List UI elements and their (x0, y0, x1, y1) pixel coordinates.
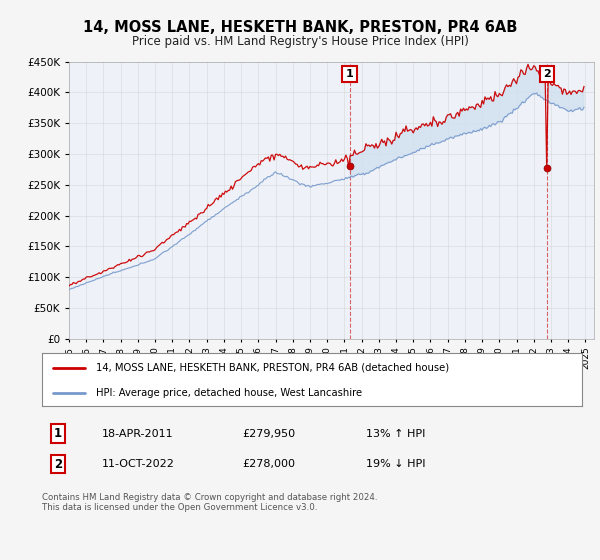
Text: £278,000: £278,000 (242, 459, 295, 469)
Text: 13% ↑ HPI: 13% ↑ HPI (366, 429, 425, 439)
Text: 1: 1 (54, 427, 62, 440)
Text: 14, MOSS LANE, HESKETH BANK, PRESTON, PR4 6AB (detached house): 14, MOSS LANE, HESKETH BANK, PRESTON, PR… (96, 363, 449, 373)
Text: Price paid vs. HM Land Registry's House Price Index (HPI): Price paid vs. HM Land Registry's House … (131, 35, 469, 48)
Text: £279,950: £279,950 (242, 429, 295, 439)
Text: Contains HM Land Registry data © Crown copyright and database right 2024.
This d: Contains HM Land Registry data © Crown c… (42, 493, 377, 512)
Text: 14, MOSS LANE, HESKETH BANK, PRESTON, PR4 6AB: 14, MOSS LANE, HESKETH BANK, PRESTON, PR… (83, 20, 517, 35)
Text: 1: 1 (346, 69, 353, 79)
Text: 18-APR-2011: 18-APR-2011 (101, 429, 173, 439)
Text: 2: 2 (544, 69, 551, 79)
Text: 2: 2 (54, 458, 62, 470)
Text: HPI: Average price, detached house, West Lancashire: HPI: Average price, detached house, West… (96, 388, 362, 398)
Text: 11-OCT-2022: 11-OCT-2022 (101, 459, 174, 469)
Text: 19% ↓ HPI: 19% ↓ HPI (366, 459, 425, 469)
